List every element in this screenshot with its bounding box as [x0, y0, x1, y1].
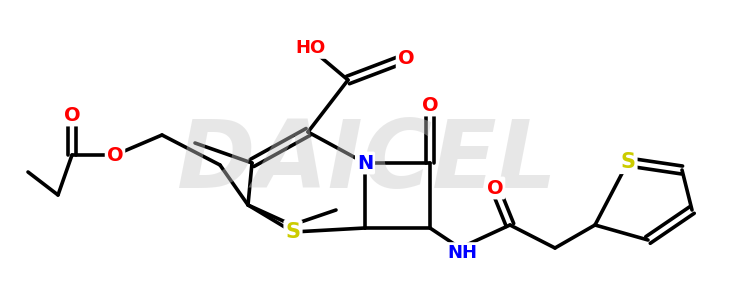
Text: O: O [397, 48, 414, 67]
Text: NH: NH [447, 244, 477, 262]
Text: O: O [107, 145, 123, 164]
Text: S: S [621, 152, 635, 172]
Text: N: N [357, 153, 373, 172]
Text: DAICEL: DAICEL [176, 116, 556, 208]
Text: O: O [64, 106, 81, 124]
Text: S: S [285, 222, 301, 242]
Text: HO: HO [295, 39, 325, 57]
Text: O: O [487, 179, 504, 197]
Text: O: O [422, 95, 438, 115]
